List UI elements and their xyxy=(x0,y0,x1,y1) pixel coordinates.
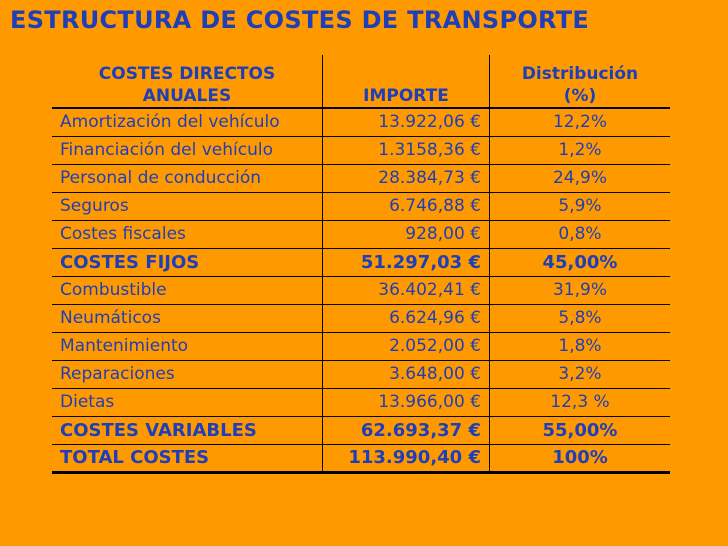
amount-cell: 6.746,88 € xyxy=(322,192,490,220)
share-cell: 1,2% xyxy=(558,140,602,160)
amount-cell: 1.3158,36 € xyxy=(322,136,490,164)
share-cell: 5,8% xyxy=(558,308,602,328)
concept-cell: Costes fiscales xyxy=(52,220,323,248)
concept-cell: Dietas xyxy=(52,388,323,416)
header-share-line1: Distribución xyxy=(521,64,639,84)
header-amount: IMPORTE xyxy=(322,55,490,108)
amount-cell: 36.402,41 € xyxy=(322,276,490,304)
amount-cell: 51.297,03 € xyxy=(322,248,490,276)
amount-cell: 2.052,00 € xyxy=(322,332,490,360)
header-concept-line2: ANUALES xyxy=(142,86,232,106)
page-title: ESTRUCTURA DE COSTES DE TRANSPORTE xyxy=(10,6,590,34)
table-row: Personal de conducción 28.384,73 € 24,9% xyxy=(52,164,670,192)
concept-cell: Amortización del vehículo xyxy=(52,108,323,136)
share-cell: 45,00% xyxy=(542,251,618,273)
table-row: Combustible 36.402,41 € 31,9% xyxy=(52,276,670,304)
concept-cell: Reparaciones xyxy=(52,360,323,388)
concept-cell: Combustible xyxy=(52,276,323,304)
amount-cell: 13.966,00 € xyxy=(322,388,490,416)
table-row: Mantenimiento 2.052,00 € 1,8% xyxy=(52,332,670,360)
table-row: Reparaciones 3.648,00 € 3,2% xyxy=(52,360,670,388)
concept-cell: COSTES VARIABLES xyxy=(52,416,323,444)
share-cell: 55,00% xyxy=(542,419,618,441)
amount-cell: 13.922,06 € xyxy=(322,108,490,136)
amount-cell: 928,00 € xyxy=(322,220,490,248)
table-row: Seguros 6.746,88 € 5,9% xyxy=(52,192,670,220)
concept-cell: Financiación del vehículo xyxy=(52,136,323,164)
subtotal-row-fixed: COSTES FIJOS 51.297,03 € 45,00% xyxy=(52,248,670,276)
amount-cell: 113.990,40 € xyxy=(322,444,490,472)
header-share-line2: (%) xyxy=(563,86,597,106)
share-cell: 12,2% xyxy=(552,112,607,133)
cost-table: COSTES DIRECTOS ANUALES IMPORTE Distribu… xyxy=(52,55,670,474)
amount-cell: 3.648,00 € xyxy=(322,360,490,388)
amount-cell: 28.384,73 € xyxy=(322,164,490,192)
share-cell: 31,9% xyxy=(552,280,607,300)
table-row: Dietas 13.966,00 € 12,3 % xyxy=(52,388,670,416)
share-cell: 3,2% xyxy=(558,364,602,384)
table-header-row: COSTES DIRECTOS ANUALES IMPORTE Distribu… xyxy=(52,55,670,108)
header-share: Distribución (%) xyxy=(490,55,671,108)
total-row: TOTAL COSTES 113.990,40 € 100% xyxy=(52,444,670,472)
concept-cell: Seguros xyxy=(52,192,323,220)
table-row: Financiación del vehículo 1.3158,36 € 1,… xyxy=(52,136,670,164)
subtotal-row-variable: COSTES VARIABLES 62.693,37 € 55,00% xyxy=(52,416,670,444)
share-cell: 12,3 % xyxy=(550,392,610,412)
share-cell: 0,8% xyxy=(558,224,602,244)
table-row: Neumáticos 6.624,96 € 5,8% xyxy=(52,304,670,332)
concept-cell: Neumáticos xyxy=(52,304,323,332)
share-cell: 100% xyxy=(552,447,608,468)
table-row: Amortización del vehículo 13.922,06 € 12… xyxy=(52,108,670,136)
header-concept: COSTES DIRECTOS ANUALES xyxy=(52,55,323,108)
amount-cell: 62.693,37 € xyxy=(322,416,490,444)
share-cell: 5,9% xyxy=(558,196,602,216)
concept-cell: Personal de conducción xyxy=(52,164,323,192)
table-row: Costes fiscales 928,00 € 0,8% xyxy=(52,220,670,248)
share-cell: 1,8% xyxy=(558,336,602,356)
concept-cell: COSTES FIJOS xyxy=(52,248,323,276)
concept-cell: TOTAL COSTES xyxy=(52,444,323,472)
concept-cell: Mantenimiento xyxy=(52,332,323,360)
header-concept-line1: COSTES DIRECTOS xyxy=(98,64,276,84)
amount-cell: 6.624,96 € xyxy=(322,304,490,332)
share-cell: 24,9% xyxy=(552,168,607,188)
